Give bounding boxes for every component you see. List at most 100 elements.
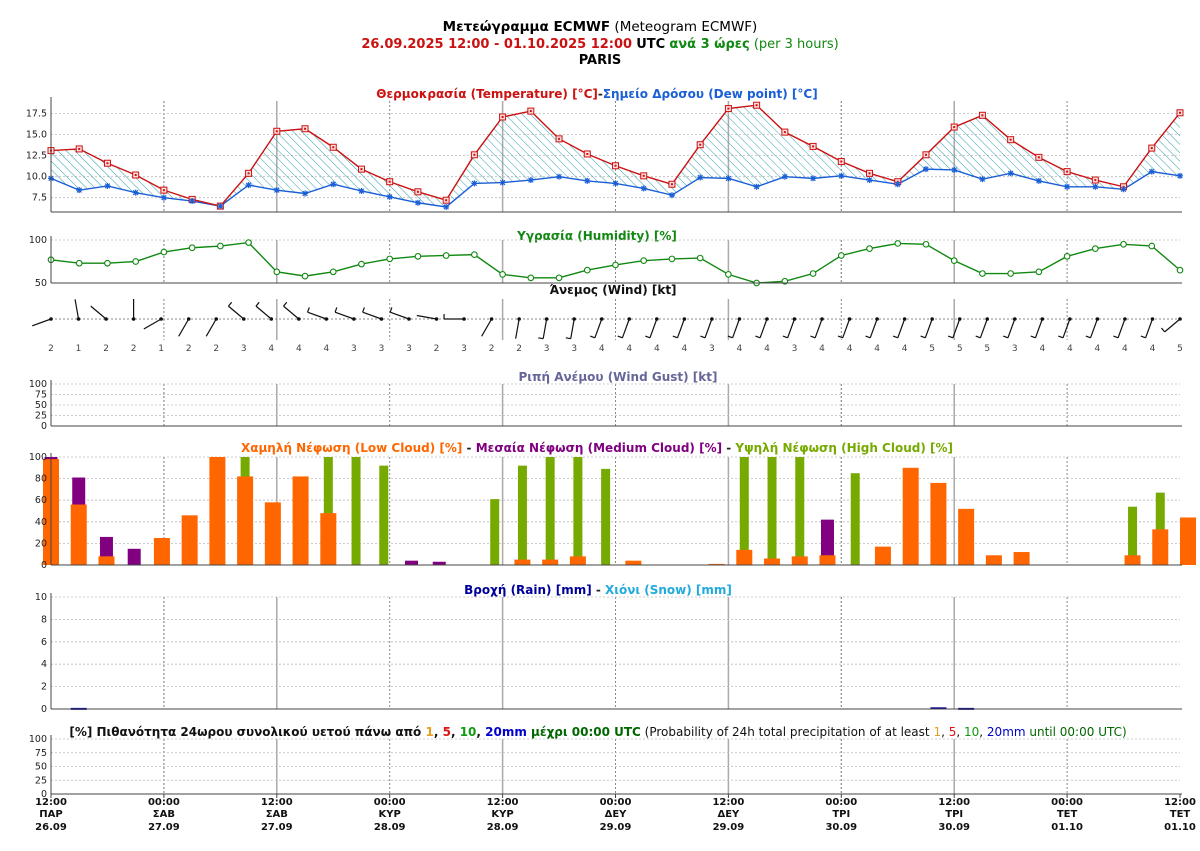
dewpoint-point: [668, 192, 675, 199]
dewpoint-point: [894, 181, 901, 188]
wind-speed-label: 2: [434, 344, 440, 354]
wind-speed-label: 3: [571, 344, 577, 354]
wind-barb-staff: [1034, 318, 1043, 338]
low-cloud-bar: [237, 476, 254, 565]
dewpoint-point: [725, 175, 732, 182]
dewpoint-point-stroke: [866, 177, 873, 183]
x-tick-time: 00:00: [374, 797, 406, 808]
dewpoint-point: [753, 183, 760, 190]
humidity-point: [809, 270, 817, 277]
wind-barb-dot: [1068, 317, 1072, 321]
x-tick-time: 12:00: [1164, 797, 1196, 808]
wind-barb: [947, 317, 962, 339]
humidity-point: [358, 260, 365, 268]
wind-barb: [975, 317, 990, 339]
wind-speed-label: 4: [902, 344, 908, 354]
x-tick-date: 26.09: [35, 822, 67, 833]
low-cloud-bar: [625, 560, 642, 565]
wind-barb-flag: [947, 335, 954, 339]
x-tick-date: 30.09: [825, 822, 857, 833]
temperature-point-core: [275, 130, 278, 133]
wind-barb-flag: [307, 307, 310, 313]
temperature-point-core: [360, 168, 363, 171]
dewpoint-point: [330, 181, 337, 188]
dewpoint-point-stroke: [1120, 186, 1127, 193]
dewpoint-point: [245, 182, 252, 189]
high-cloud-bar: [1155, 492, 1165, 565]
wind-barb: [920, 317, 934, 339]
wind-barb-flag: [1161, 327, 1166, 333]
wind-speed-label: 4: [626, 344, 632, 354]
wind-speed-label: 2: [131, 344, 137, 354]
low-cloud-bar: [1180, 517, 1196, 565]
wind-barb-dot: [489, 317, 494, 321]
y-tick-label: 10.0: [26, 172, 47, 183]
dewpoint-point: [273, 187, 280, 194]
dewpoint-point-stroke: [782, 173, 788, 180]
wind-barb: [227, 301, 246, 321]
dewpoint-point-stroke: [584, 178, 590, 184]
wind-barb-dot: [324, 317, 329, 321]
wind-barb-flag: [1113, 335, 1119, 339]
humidity-point: [245, 239, 252, 246]
wind-barb-flag: [920, 335, 926, 339]
low-cloud-bar: [985, 555, 1002, 565]
wind-barb-flag: [389, 307, 393, 313]
dewpoint-point: [358, 187, 365, 194]
dewpoint-point-stroke: [641, 185, 647, 192]
temperature-point-core: [78, 147, 81, 150]
wind-barb-flag: [727, 335, 733, 339]
dewpoint-point: [1148, 168, 1155, 175]
y-tick-label: 7.5: [32, 193, 47, 204]
wind-speed-label: 4: [1067, 344, 1073, 354]
wind-barb: [307, 307, 329, 321]
y-tick-label: 75: [35, 748, 47, 759]
dewpoint-point: [132, 189, 139, 196]
humidity-point: [894, 240, 902, 247]
x-tick-date: 29.09: [600, 822, 632, 833]
wind-barb: [389, 307, 411, 321]
wind-barb-flag: [1003, 335, 1009, 339]
wind-speed-label: 3: [379, 344, 385, 354]
x-tick-date: 27.09: [261, 822, 293, 833]
medium-cloud-bar: [432, 561, 446, 565]
wind-barb-staff: [814, 318, 823, 338]
y-tick-label: 75: [35, 390, 47, 401]
dewpoint-point-stroke: [951, 167, 957, 173]
y-tick-label: 100: [29, 235, 47, 246]
humidity-point: [1176, 266, 1184, 274]
dewpoint-point: [922, 166, 929, 173]
y-tick-label: 0: [41, 789, 47, 800]
y-tick-label: 25: [35, 411, 47, 422]
wind-barb: [892, 317, 907, 339]
temperature-point-core: [953, 126, 956, 129]
dewpoint-point-stroke: [1149, 168, 1155, 175]
temperature-point-core: [699, 143, 702, 146]
temperature-point-core: [473, 153, 476, 156]
wind-barb: [837, 317, 852, 339]
dewpoint-point: [1177, 172, 1183, 179]
wind-barb-flag: [837, 335, 843, 339]
wind-barb-dot: [1040, 317, 1045, 321]
wind-barb: [727, 317, 742, 339]
wind-barb-flag: [283, 301, 288, 307]
dewpoint-point: [189, 198, 196, 205]
wind-barb-flag: [755, 335, 761, 339]
wind-speed-label: 4: [654, 344, 660, 354]
wind-barb-dot: [434, 317, 439, 321]
header: Μετεώγραμμα ECMWF (Meteogram ECMWF) 26.0…: [361, 19, 838, 68]
dewpoint-point: [1007, 170, 1014, 177]
probability-panel-title: [%] Πιθανότητα 24ωρου συνολικού υετού πά…: [69, 725, 1126, 739]
low-cloud-bar: [569, 556, 586, 565]
wind-barb-flag: [810, 335, 816, 339]
wind-barb-dot: [186, 317, 191, 321]
humidity-panel-title: Υγρασία (Humidity) [%]: [516, 229, 677, 243]
dewpoint-point: [951, 166, 958, 173]
dewpoint-point-stroke: [895, 181, 901, 187]
dewpoint-point-stroke: [669, 192, 675, 198]
wind-barb: [32, 317, 53, 327]
temperature-panel-title: Θερμοκρασία (Temperature) [°C]-Σημείο Δρ…: [376, 87, 817, 101]
wind-speed-label: 2: [186, 344, 192, 354]
y-tick-label: 17.5: [26, 109, 47, 120]
temperature-point-core: [1009, 138, 1012, 141]
